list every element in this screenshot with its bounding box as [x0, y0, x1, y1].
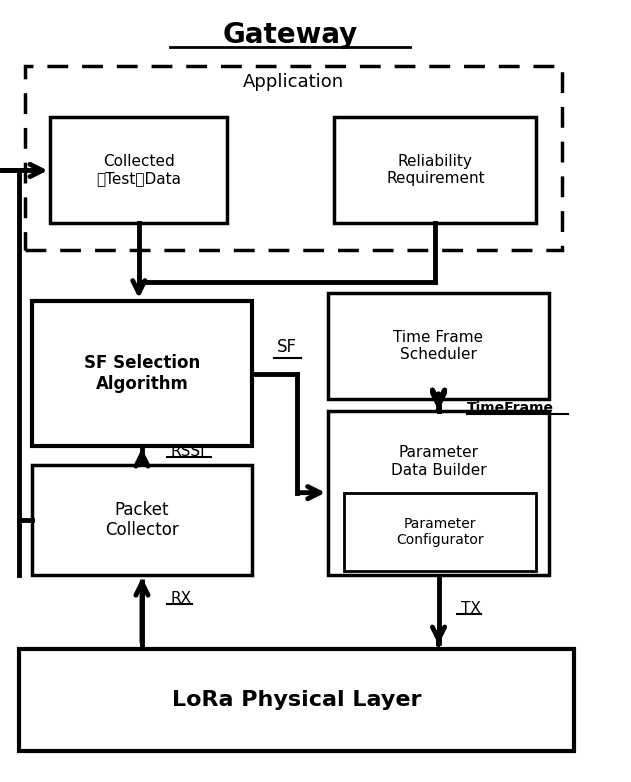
Text: LoRa Physical Layer: LoRa Physical Layer — [172, 690, 422, 710]
Text: Time Frame
Scheduler: Time Frame Scheduler — [394, 330, 483, 362]
FancyBboxPatch shape — [344, 493, 536, 571]
Text: Collected
（Test）Data: Collected （Test）Data — [97, 154, 181, 186]
Text: Application: Application — [243, 73, 344, 91]
Text: SF: SF — [277, 338, 297, 356]
FancyBboxPatch shape — [328, 411, 549, 575]
FancyBboxPatch shape — [328, 293, 549, 399]
Text: RX: RX — [170, 590, 191, 606]
FancyBboxPatch shape — [32, 465, 252, 575]
Text: TimeFrame: TimeFrame — [467, 401, 554, 415]
Text: Gateway: Gateway — [223, 21, 358, 49]
Text: SF Selection
Algorithm: SF Selection Algorithm — [84, 354, 200, 393]
FancyBboxPatch shape — [334, 117, 536, 223]
Text: RSSI: RSSI — [170, 444, 205, 460]
FancyBboxPatch shape — [19, 649, 574, 751]
Text: Packet
Collector: Packet Collector — [105, 500, 179, 540]
Text: Reliability
Requirement: Reliability Requirement — [386, 154, 485, 186]
FancyBboxPatch shape — [50, 117, 227, 223]
Text: Parameter
Data Builder: Parameter Data Builder — [391, 445, 487, 478]
FancyBboxPatch shape — [32, 301, 252, 446]
Text: Parameter
Configurator: Parameter Configurator — [396, 517, 484, 547]
FancyBboxPatch shape — [25, 66, 562, 250]
Text: TX: TX — [461, 601, 480, 616]
